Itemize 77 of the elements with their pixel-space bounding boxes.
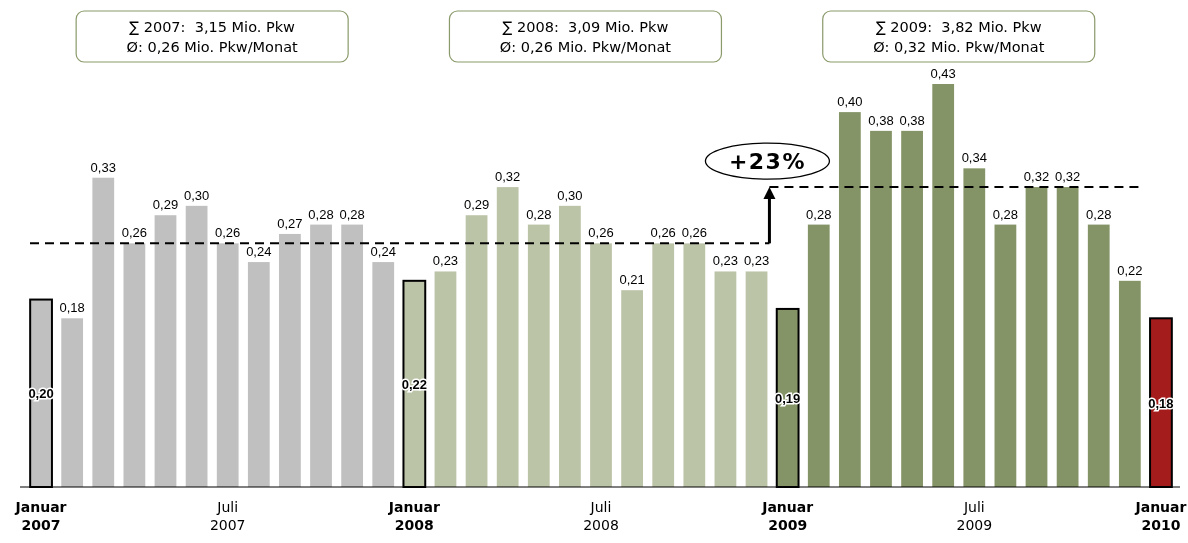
bar xyxy=(901,130,923,487)
bar xyxy=(527,224,550,487)
data-label: 0,26 xyxy=(650,225,676,241)
bar xyxy=(683,243,706,487)
text: ∑ 2009: 3,82 Mio. Pkw Ø: 0,32 Mio. Pkw/Monat xyxy=(873,19,1045,55)
data-label: 0,26 xyxy=(588,225,614,241)
bar xyxy=(123,243,146,487)
bar xyxy=(714,271,737,487)
bar xyxy=(465,215,488,487)
data-label: 0,32 xyxy=(1054,169,1081,185)
data-label: 0,26 xyxy=(121,225,148,241)
data-label: 0,33 xyxy=(90,159,116,175)
text: ∑ 2008: 3,09 Mio. Pkw Ø: 0,26 Mio. Pkw/Monat xyxy=(499,19,672,55)
bar xyxy=(870,130,892,487)
bar xyxy=(185,205,208,487)
bar xyxy=(838,112,861,487)
data-label: 0,28 xyxy=(339,206,365,222)
x-tick-label: Januar 2008 xyxy=(387,499,440,533)
data-label: 0,30 xyxy=(557,187,583,203)
bar xyxy=(994,224,1017,487)
data-label: 0,28 xyxy=(526,206,552,222)
data-label: 0,28 xyxy=(806,206,832,222)
bar xyxy=(1056,187,1079,487)
bar xyxy=(745,271,768,487)
data-label: 0,18 xyxy=(59,300,85,316)
data-label: 0,28 xyxy=(308,206,334,222)
x-tick-label: Juli 2009 xyxy=(956,499,993,533)
bar xyxy=(216,243,239,487)
bar xyxy=(1025,187,1048,487)
bar xyxy=(963,168,986,487)
x-tick-label: Januar 2007 xyxy=(14,499,67,533)
data-label: 0,38 xyxy=(899,112,925,128)
bar xyxy=(434,271,457,487)
data-label: 0,29 xyxy=(463,197,490,213)
bar xyxy=(279,233,301,487)
data-label: 0,26 xyxy=(681,225,707,241)
data-label: 0,40 xyxy=(837,94,863,110)
x-tick-label: Januar 2009 xyxy=(761,499,814,533)
bar xyxy=(341,224,364,487)
bar xyxy=(310,224,332,487)
bar xyxy=(807,224,830,487)
bar xyxy=(372,262,395,487)
data-label: 0,22 xyxy=(1117,262,1143,278)
data-label: 0,30 xyxy=(183,187,210,203)
data-label: 0,23 xyxy=(432,253,459,269)
x-tick-label: Januar 2010 xyxy=(1134,499,1187,533)
x-tick-label: Juli 2008 xyxy=(583,499,619,533)
bar xyxy=(496,187,519,487)
data-label: 0,29 xyxy=(152,197,179,213)
bar xyxy=(559,205,581,487)
bar xyxy=(61,318,84,487)
data-label: 0,28 xyxy=(992,206,1019,222)
data-label: 0,24 xyxy=(246,244,272,260)
data-label: 0,38 xyxy=(868,112,894,128)
bar xyxy=(621,290,643,487)
data-label: 0,23 xyxy=(712,253,739,269)
data-label: 0,28 xyxy=(1086,206,1112,222)
bar xyxy=(247,262,270,487)
text: ∑ 2007: 3,15 Mio. Pkw Ø: 0,26 Mio. Pkw/Monat xyxy=(126,19,299,55)
data-label: 0,27 xyxy=(277,215,303,231)
data-label: 0,26 xyxy=(215,225,241,241)
bar xyxy=(154,215,177,487)
bar xyxy=(590,243,612,487)
bar xyxy=(92,177,115,487)
annotation: +23% xyxy=(728,149,806,175)
data-label: 0,34 xyxy=(961,150,987,166)
data-label: 0,43 xyxy=(930,66,956,81)
bar xyxy=(1087,224,1110,487)
data-label: 0,32 xyxy=(495,169,521,185)
bar xyxy=(652,243,675,487)
data-label: 0,32 xyxy=(1023,169,1050,185)
data-label: 0,24 xyxy=(370,244,396,260)
data-label: 0,21 xyxy=(619,272,645,288)
x-tick-label: Juli 2007 xyxy=(209,499,246,533)
bar xyxy=(932,84,955,487)
bar xyxy=(1118,280,1141,487)
data-label: 0,23 xyxy=(743,253,770,269)
